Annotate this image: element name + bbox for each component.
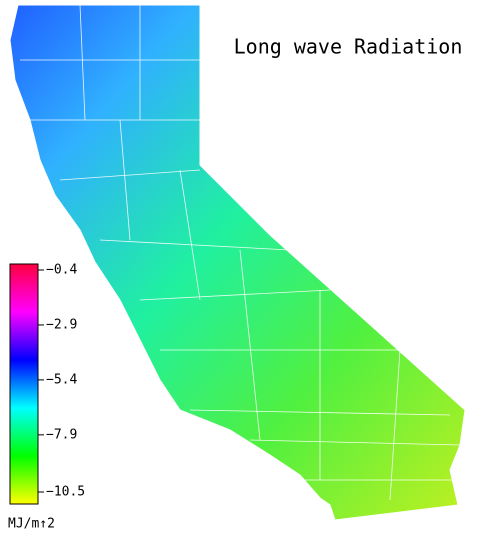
colorbar: −0.4 −2.9 −5.4 −7.9 −10.5 bbox=[9, 263, 85, 505]
map-title: Long wave Radiation bbox=[234, 35, 463, 59]
colorbar-tick-label: −0.4 bbox=[46, 263, 77, 278]
california-map bbox=[9, 4, 466, 521]
colorbar-tick-label: −10.5 bbox=[46, 485, 85, 500]
colorbar-tick-label: −5.4 bbox=[46, 372, 77, 387]
colorbar-gradient bbox=[9, 263, 39, 505]
colorbar-units: MJ/m↑2 bbox=[8, 517, 55, 532]
colorbar-tick-label: −7.9 bbox=[46, 427, 77, 442]
colorbar-tick-label: −2.9 bbox=[46, 317, 77, 332]
